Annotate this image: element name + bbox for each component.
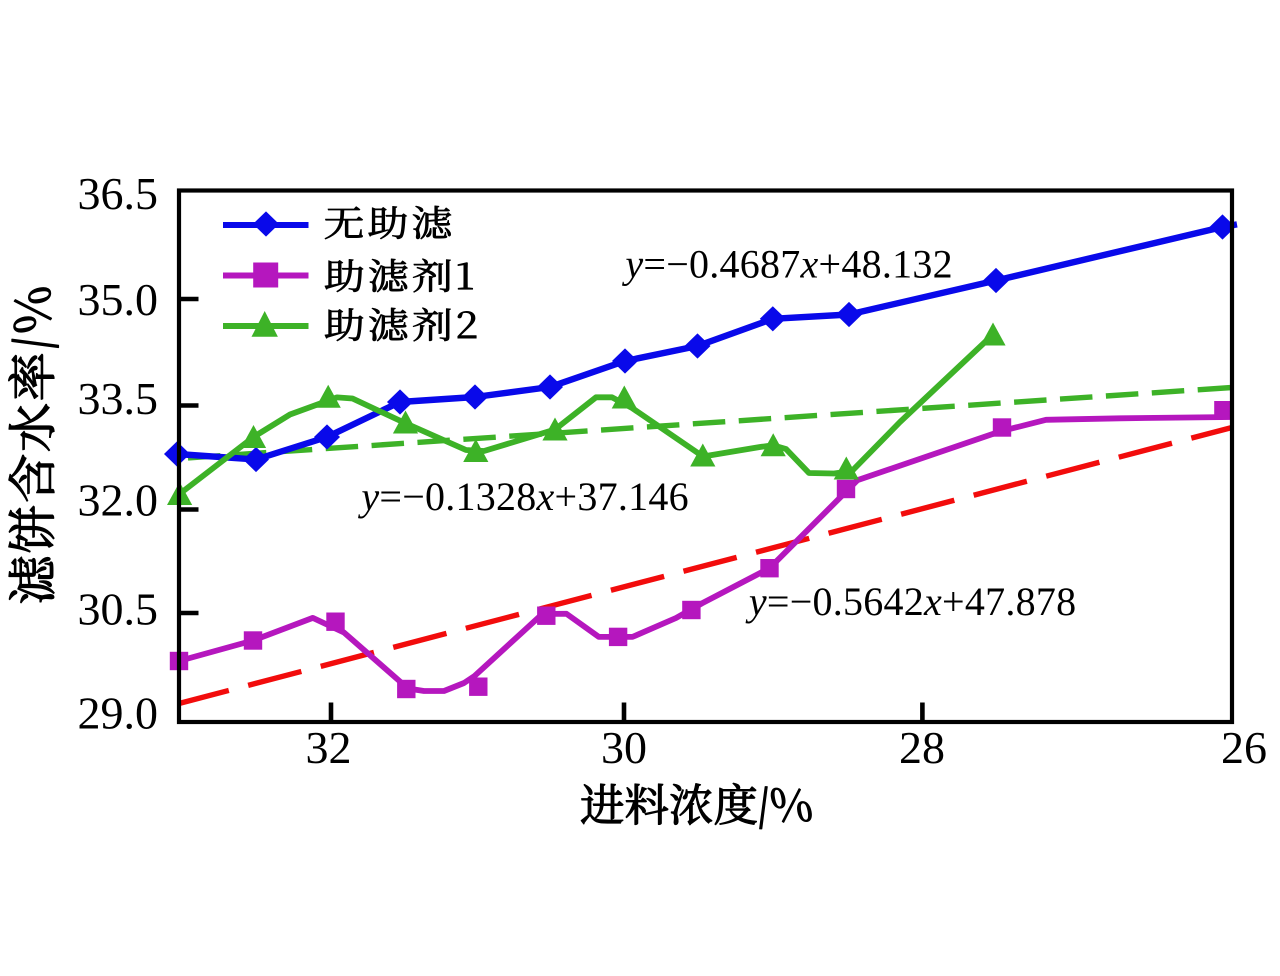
svg-text:y=−0.5642x+47.878: y=−0.5642x+47.878 (745, 579, 1076, 624)
svg-text:30: 30 (601, 722, 647, 773)
svg-text:29.0: 29.0 (78, 687, 159, 738)
svg-text:26: 26 (1221, 722, 1267, 773)
svg-text:33.5: 33.5 (78, 373, 159, 424)
svg-text:y=−0.1328x+37.146: y=−0.1328x+37.146 (357, 474, 688, 519)
svg-text:35.0: 35.0 (78, 274, 159, 325)
svg-text:30.5: 30.5 (78, 584, 159, 635)
svg-text:32: 32 (306, 722, 352, 773)
svg-text:y=−0.4687x+48.132: y=−0.4687x+48.132 (621, 242, 952, 287)
svg-text:36.5: 36.5 (78, 168, 159, 219)
svg-text:32.0: 32.0 (78, 475, 159, 526)
svg-text:28: 28 (899, 722, 945, 773)
